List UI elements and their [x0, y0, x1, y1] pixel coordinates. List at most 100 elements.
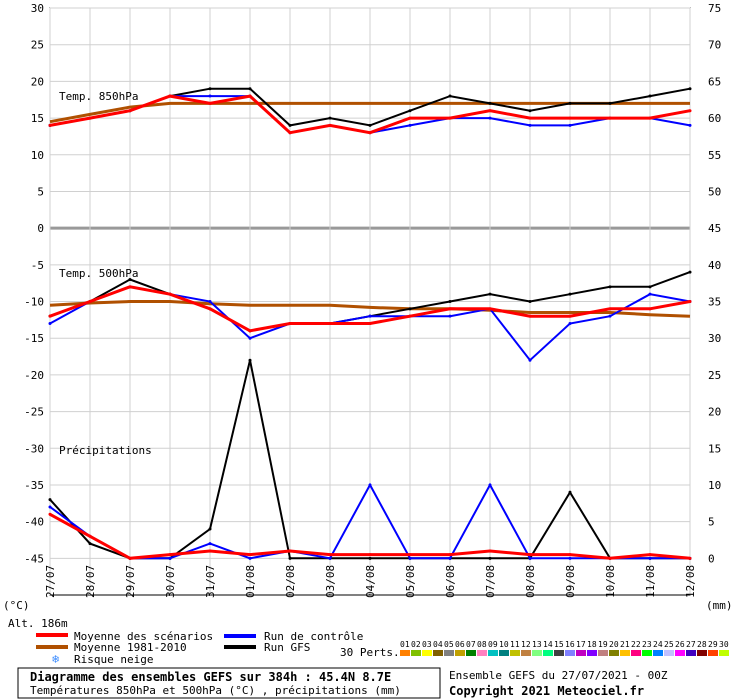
run-gfs-t500-point — [608, 285, 612, 289]
perturbation-swatch — [543, 650, 553, 656]
run-gfs-t850-point — [648, 94, 652, 98]
perturbation-number: 20 — [609, 640, 619, 649]
run-gfs-t850-point — [448, 94, 452, 98]
run-de-contr-le-t850-point — [688, 123, 692, 127]
run-gfs-t500-point — [488, 292, 492, 296]
x-tick-label: 11/08 — [644, 565, 657, 598]
x-tick-label: 07/08 — [484, 565, 497, 598]
perturbation-number: 24 — [653, 640, 663, 649]
x-tick-label: 29/07 — [124, 565, 137, 598]
left-tick-label: -30 — [24, 442, 44, 455]
perturbation-number: 06 — [455, 640, 465, 649]
perturbation-number: 19 — [598, 640, 608, 649]
perturbation-number: 25 — [664, 640, 674, 649]
perturbation-swatch — [488, 650, 498, 656]
legend-perts-label: 30 Perts. — [340, 646, 400, 659]
x-tick-label: 06/08 — [444, 565, 457, 598]
run-de-contr-le-precip-point — [488, 483, 492, 487]
run-gfs-precip-point — [288, 556, 292, 560]
perturbation-swatch — [609, 650, 619, 656]
left-tick-label: 10 — [31, 149, 44, 162]
run-de-contr-le-precip-point — [328, 556, 332, 560]
right-tick-label: 20 — [708, 406, 721, 419]
moyenne-des-sc-narios-precip-point — [48, 512, 52, 516]
moyenne-des-sc-narios-t850-point — [88, 116, 92, 120]
moyenne-des-sc-narios-t850-point — [688, 109, 692, 113]
moyenne-des-sc-narios-t850-point — [248, 94, 252, 98]
left-tick-label: -20 — [24, 369, 44, 382]
moyenne-des-sc-narios-precip-point — [208, 549, 212, 553]
moyenne-des-sc-narios-t850-point — [208, 101, 212, 105]
moyenne-des-sc-narios-t500-point — [648, 307, 652, 311]
moyenne-des-sc-narios-t500-point — [368, 322, 372, 326]
run-gfs-precip-point — [208, 527, 212, 531]
moyenne-des-sc-narios-t850-point — [328, 123, 332, 127]
perturbation-swatch — [466, 650, 476, 656]
right-tick-label: 30 — [708, 332, 721, 345]
x-tick-label: 28/07 — [84, 565, 97, 598]
left-tick-label: 25 — [31, 39, 44, 52]
footer-box — [17, 667, 441, 699]
run-gfs-t500-point — [408, 307, 412, 311]
legend-clim-label: Moyenne 1981-2010 — [74, 641, 187, 654]
run-gfs-t500-point — [528, 300, 532, 303]
run-gfs-precip-point — [48, 498, 52, 502]
perturbation-number: 23 — [642, 640, 652, 649]
left-tick-label: 15 — [31, 112, 44, 125]
moyenne-des-sc-narios-t850-point — [368, 131, 372, 135]
run-de-contr-le-precip-point — [368, 483, 372, 487]
run-gfs-precip-point — [88, 542, 92, 546]
moyenne-des-sc-narios-t500-point — [408, 314, 412, 318]
altitude-label: Alt. 186m — [8, 617, 68, 630]
perturbation-number: 18 — [587, 640, 597, 649]
perturbation-swatch — [510, 650, 520, 656]
precip-panel-label: Précipitations — [59, 444, 152, 457]
run-de-contr-le-precip-point — [648, 556, 652, 560]
perturbation-number: 22 — [631, 640, 641, 649]
x-tick-label: 03/08 — [324, 565, 337, 598]
moyenne-des-sc-narios-precip-point — [328, 553, 332, 557]
perturbation-swatch — [477, 650, 487, 656]
legend-control-swatch — [224, 634, 256, 638]
perturbation-number: 14 — [543, 640, 553, 649]
perturbation-number: 01 — [400, 640, 410, 649]
run-gfs-t850-point — [248, 87, 252, 91]
moyenne-des-sc-narios-t500-point — [448, 307, 452, 311]
perturbation-number: 17 — [576, 640, 586, 649]
legend-gfs-label: Run GFS — [264, 641, 310, 654]
snowflake-icon: ❄ — [52, 652, 59, 666]
legend-snow-label: Risque neige — [74, 653, 153, 666]
perturbation-swatch — [565, 650, 575, 656]
perturbation-swatch — [620, 650, 630, 656]
moyenne-des-sc-narios-t500-point — [528, 314, 532, 318]
legend: Moyenne des scénarios Moyenne 1981-2010 … — [36, 630, 729, 666]
perturbation-number: 13 — [532, 640, 542, 649]
left-axis-ticks: 30 25 20 15 10 5 0 -5 -10 -15 -20 -25 -30 -35 -40 -45 — [24, 2, 44, 565]
run-gfs-t850-point — [568, 101, 572, 105]
moyenne-des-sc-narios-precip-point — [488, 549, 492, 553]
perturbation-swatch — [719, 650, 729, 656]
left-tick-label: 5 — [37, 185, 44, 198]
legend-mean-swatch — [36, 633, 68, 637]
footer-title: Diagramme des ensembles GEFS sur 384h : … — [30, 670, 391, 684]
left-axis-unit: (°C) — [3, 599, 30, 612]
moyenne-des-sc-narios-t500-point — [168, 292, 172, 296]
right-tick-label: 50 — [708, 185, 721, 198]
legend-gfs-swatch — [224, 645, 256, 649]
perturbation-number: 05 — [444, 640, 454, 649]
run-de-contr-le-t850-point — [488, 116, 492, 120]
x-tick-label: 30/07 — [164, 565, 177, 598]
perturbation-number: 30 — [719, 640, 729, 649]
right-tick-label: 35 — [708, 296, 721, 309]
perturbation-number: 02 — [411, 640, 421, 649]
moyenne-des-sc-narios-t850-point — [128, 109, 132, 113]
legend-mean-label: Moyenne des scénarios — [74, 630, 213, 643]
right-tick-label: 55 — [708, 149, 721, 162]
t500-panel-label: Temp. 500hPa — [59, 267, 138, 280]
perturbation-swatch — [697, 650, 707, 656]
series-layer — [48, 87, 692, 560]
perturbation-swatch — [411, 650, 421, 656]
x-tick-label: 10/08 — [604, 565, 617, 598]
moyenne-des-sc-narios-precip-point — [608, 556, 612, 560]
run-de-contr-le-precip-point — [168, 556, 172, 560]
